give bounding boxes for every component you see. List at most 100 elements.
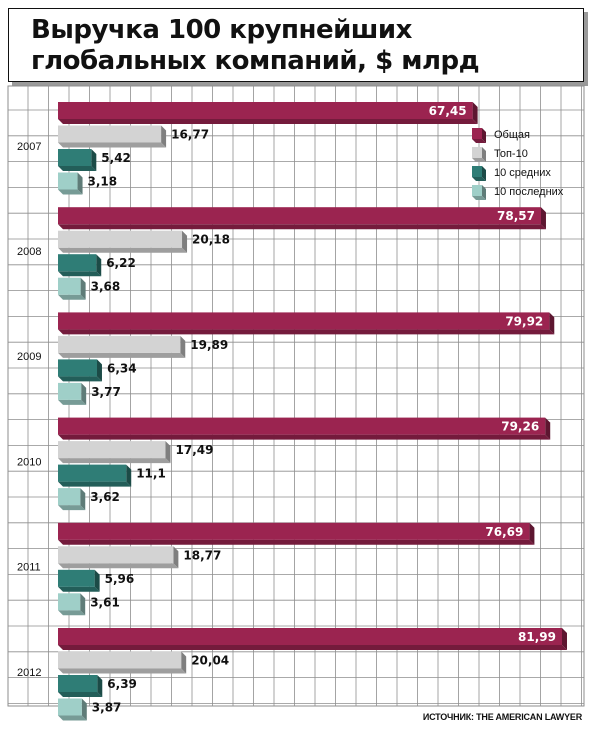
bar-total-2008 xyxy=(58,207,546,230)
bar-face-mid10-2007 xyxy=(58,149,92,166)
bar-side-last10-2011 xyxy=(80,593,86,616)
bar-face-last10-2011 xyxy=(58,593,81,611)
bar-face-total-2009 xyxy=(58,312,550,330)
value-label-last10-2007: 3,18 xyxy=(88,175,118,189)
bar-top10-2012 xyxy=(58,651,187,674)
bar-side-last10-2012 xyxy=(81,698,87,721)
bar-face-mid10-2009 xyxy=(58,359,97,377)
bars: 2007 67,45 16,77 5,42 3,18 2008 78,57 20,18 6,22… xyxy=(17,102,567,721)
bar-last10-2012 xyxy=(58,698,87,721)
bar-bottom-mid10-2007 xyxy=(58,166,97,171)
bar-total-2009 xyxy=(58,312,555,335)
value-label-mid10-2008: 6,22 xyxy=(106,256,136,270)
bar-side-total-2009 xyxy=(549,312,555,335)
legend-item-last10: 10 последних xyxy=(472,185,564,200)
bar-bottom-total-2009 xyxy=(58,329,555,335)
bar-bottom-top10-2012 xyxy=(58,668,187,674)
value-label-total-2008: 78,57 xyxy=(497,209,535,223)
value-label-top10-2012: 20,04 xyxy=(191,654,229,668)
bar-bottom-last10-2007 xyxy=(58,189,83,195)
bar-group-2007: 2007 67,45 16,77 5,42 3,18 xyxy=(17,102,478,195)
bar-side-total-2012 xyxy=(561,628,567,650)
legend-label-mid10: 10 средних xyxy=(494,167,551,179)
value-label-last10-2012: 3,87 xyxy=(92,701,122,715)
bar-face-top10-2010 xyxy=(58,441,166,459)
bar-bottom-mid10-2010 xyxy=(58,481,132,487)
bar-face-last10-2008 xyxy=(58,277,81,295)
bar-bottom-total-2007 xyxy=(58,119,478,124)
bar-side-top10-2009 xyxy=(180,335,186,358)
bar-face-total-2007 xyxy=(58,102,473,119)
bar-face-top10-2008 xyxy=(58,230,182,248)
value-label-total-2011: 76,69 xyxy=(485,525,523,539)
bar-face-top10-2007 xyxy=(58,125,162,143)
bar-last10-2007 xyxy=(58,172,83,195)
legend-item-total: Общая xyxy=(472,128,530,143)
bar-bottom-last10-2008 xyxy=(58,294,86,300)
source-note: ИСТОЧНИК: THE AMERICAN LAWYER xyxy=(422,712,582,722)
bar-face-top10-2012 xyxy=(58,651,182,669)
value-label-mid10-2009: 6,34 xyxy=(107,361,137,375)
bar-side-mid10-2007 xyxy=(91,149,97,171)
value-label-mid10-2010: 11,1 xyxy=(136,467,166,481)
bar-bottom-mid10-2009 xyxy=(58,376,102,382)
bar-side-last10-2010 xyxy=(80,488,86,511)
bar-top10-2007 xyxy=(58,125,167,148)
bar-face-top10-2009 xyxy=(58,335,181,353)
category-label-2011: 2011 xyxy=(17,562,41,574)
bar-face-total-2010 xyxy=(58,417,546,435)
legend-label-last10: 10 последних xyxy=(494,186,564,198)
bar-side-last10-2008 xyxy=(80,277,86,300)
legend-swatch-side-total xyxy=(482,128,486,143)
bar-face-mid10-2010 xyxy=(58,464,127,482)
value-label-top10-2010: 17,49 xyxy=(176,443,214,457)
value-label-mid10-2012: 6,39 xyxy=(107,677,137,691)
legend-item-top10: Топ-10 xyxy=(472,147,528,162)
bar-side-last10-2007 xyxy=(77,172,83,195)
bar-last10-2011 xyxy=(58,593,86,616)
legend-swatch-mid10 xyxy=(472,166,482,177)
legend-label-total: Общая xyxy=(494,129,530,141)
bar-bottom-total-2010 xyxy=(58,434,551,440)
value-label-last10-2008: 3,68 xyxy=(91,280,121,294)
value-label-top10-2007: 16,77 xyxy=(171,128,209,142)
bar-bottom-total-2011 xyxy=(58,539,535,545)
bar-total-2007 xyxy=(58,102,478,124)
value-label-top10-2011: 18,77 xyxy=(183,548,221,562)
bar-face-mid10-2011 xyxy=(58,569,95,587)
legend-swatch-bottom-last10 xyxy=(472,196,486,200)
bar-side-top10-2012 xyxy=(181,651,187,674)
value-label-top10-2008: 20,18 xyxy=(192,233,230,247)
category-label-2009: 2009 xyxy=(17,351,41,363)
bar-last10-2010 xyxy=(58,488,86,511)
bar-bottom-top10-2011 xyxy=(58,563,179,569)
legend-swatch-side-top10 xyxy=(482,147,486,162)
bar-bottom-last10-2009 xyxy=(58,399,87,405)
value-label-last10-2011: 3,61 xyxy=(90,595,120,609)
bar-total-2010 xyxy=(58,417,551,440)
bar-side-top10-2007 xyxy=(161,125,167,148)
legend-swatch-last10 xyxy=(472,185,482,196)
bar-face-total-2008 xyxy=(58,207,541,225)
bar-bottom-last10-2012 xyxy=(58,715,87,721)
value-label-total-2007: 67,45 xyxy=(429,104,467,118)
bar-mid10-2008 xyxy=(58,254,102,277)
bar-face-last10-2007 xyxy=(58,172,78,190)
bar-face-last10-2012 xyxy=(58,698,82,716)
chart-title-box: Выручка 100 крупнейших глобальных компан… xyxy=(8,8,584,82)
bar-face-total-2011 xyxy=(58,522,530,540)
value-label-last10-2009: 3,77 xyxy=(91,385,121,399)
value-label-top10-2009: 19,89 xyxy=(190,338,228,352)
bar-side-top10-2011 xyxy=(173,546,179,569)
bar-side-top10-2008 xyxy=(182,230,188,253)
bar-mid10-2011 xyxy=(58,569,100,592)
bar-mid10-2007 xyxy=(58,149,97,171)
category-label-2012: 2012 xyxy=(17,667,41,679)
bar-bottom-top10-2007 xyxy=(58,142,167,148)
bar-top10-2009 xyxy=(58,335,186,358)
legend-swatch-bottom-total xyxy=(472,139,486,143)
bar-bottom-total-2012 xyxy=(58,645,567,650)
legend-swatch-bottom-top10 xyxy=(472,158,486,162)
grid-frame xyxy=(7,85,585,707)
bar-group-2010: 2010 79,26 17,49 11,1 3,62 xyxy=(17,417,551,511)
